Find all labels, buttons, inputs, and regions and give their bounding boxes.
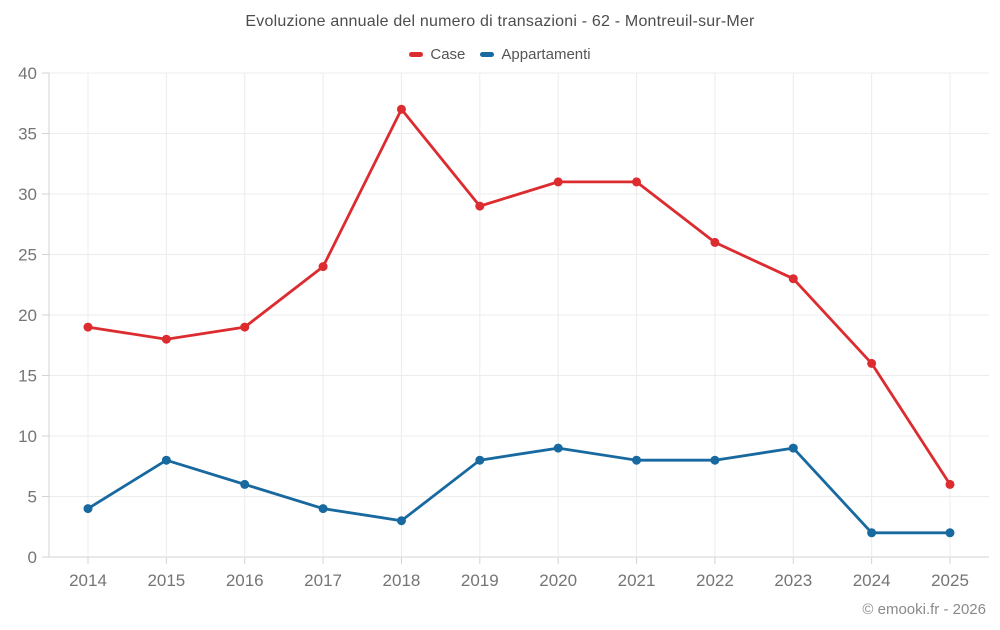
x-tick-label: 2019	[461, 571, 499, 590]
data-point-case-2020[interactable]	[553, 177, 563, 187]
copyright-label: © emooki.fr - 2026	[862, 601, 986, 618]
y-tick-label: 15	[18, 367, 37, 386]
chart-legend: Case Appartamenti	[0, 46, 1000, 63]
data-point-case-2025[interactable]	[945, 479, 955, 489]
y-tick-label: 5	[28, 488, 37, 507]
y-tick-label: 20	[18, 306, 37, 325]
series-line-appartamenti	[86, 446, 952, 535]
legend-swatch-appartamenti-icon	[480, 52, 495, 57]
x-tick-label: 2020	[539, 571, 577, 590]
data-point-case-2014[interactable]	[83, 322, 93, 332]
legend-label-case: Case	[430, 46, 466, 63]
data-point-appartamenti-2019[interactable]	[475, 455, 485, 465]
data-point-case-2017[interactable]	[318, 262, 328, 272]
data-point-appartamenti-2021[interactable]	[632, 455, 642, 465]
data-point-case-2019[interactable]	[475, 201, 485, 211]
x-tick-label: 2015	[147, 571, 185, 590]
y-tick-label: 30	[18, 185, 37, 204]
data-point-appartamenti-2024[interactable]	[867, 528, 877, 538]
y-tick-label: 35	[18, 125, 37, 144]
data-point-case-2024[interactable]	[867, 358, 877, 368]
data-point-appartamenti-2023[interactable]	[788, 443, 798, 453]
y-tick-label: 10	[18, 427, 37, 446]
legend-swatch-case-icon	[409, 52, 424, 57]
x-tick-label: 2014	[69, 571, 107, 590]
data-point-appartamenti-2018[interactable]	[396, 516, 406, 526]
x-tick-label: 2016	[226, 571, 264, 590]
data-point-case-2016[interactable]	[240, 322, 250, 332]
x-tick-label: 2023	[774, 571, 812, 590]
legend-item-appartamenti[interactable]: Appartamenti	[480, 46, 591, 63]
x-tick-label: 2022	[696, 571, 734, 590]
y-tick-label: 40	[18, 64, 37, 83]
data-point-appartamenti-2025[interactable]	[945, 528, 955, 538]
x-tick-label: 2025	[931, 571, 969, 590]
y-tick-label: 25	[18, 246, 37, 265]
x-tick-label: 2021	[618, 571, 656, 590]
x-tick-label: 2018	[383, 571, 421, 590]
data-point-case-2022[interactable]	[710, 237, 720, 247]
data-point-case-2015[interactable]	[161, 334, 171, 344]
series-line-case	[86, 107, 952, 486]
data-point-case-2021[interactable]	[632, 177, 642, 187]
data-point-case-2023[interactable]	[788, 274, 798, 284]
y-tick-label: 0	[28, 548, 37, 567]
chart-title: Evoluzione annuale del numero di transaz…	[245, 13, 755, 30]
data-point-appartamenti-2016[interactable]	[240, 479, 250, 489]
legend-label-appartamenti: Appartamenti	[501, 46, 591, 63]
data-point-appartamenti-2015[interactable]	[161, 455, 171, 465]
data-point-appartamenti-2014[interactable]	[83, 504, 93, 514]
data-point-appartamenti-2017[interactable]	[318, 504, 328, 514]
data-point-case-2018[interactable]	[396, 104, 406, 114]
data-point-appartamenti-2020[interactable]	[553, 443, 563, 453]
data-point-appartamenti-2022[interactable]	[710, 455, 720, 465]
x-tick-label: 2024	[853, 571, 891, 590]
x-tick-label: 2017	[304, 571, 342, 590]
legend-item-case[interactable]: Case	[409, 46, 465, 63]
